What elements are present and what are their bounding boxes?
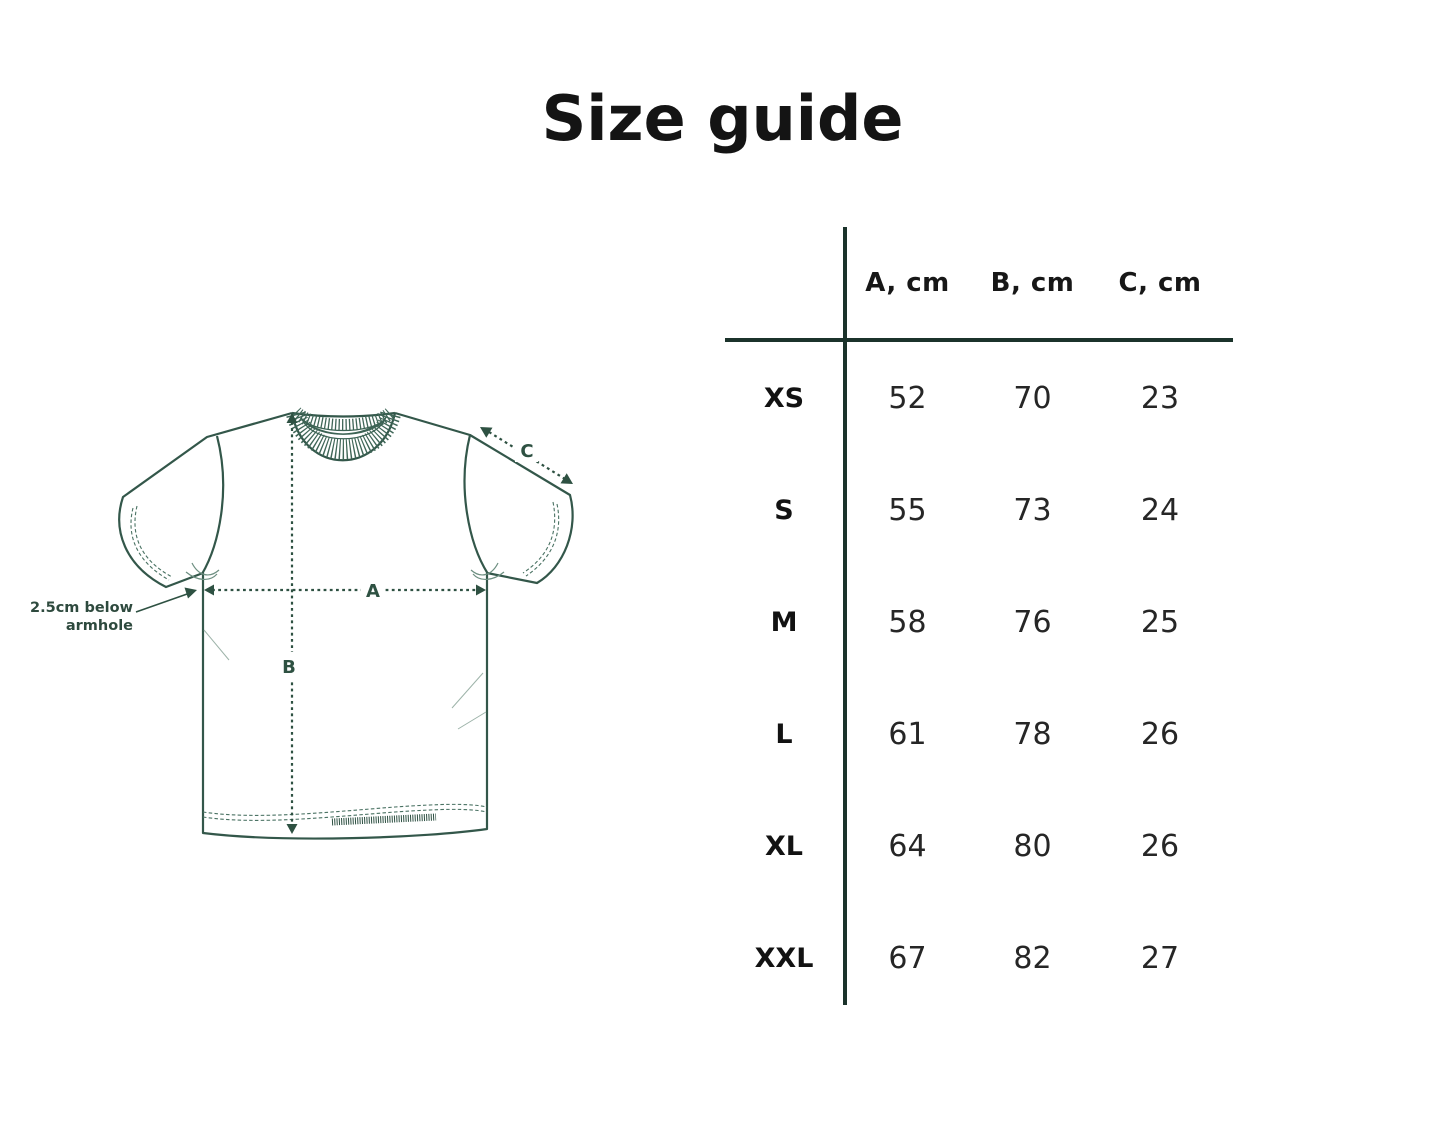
measure-a-arrowhead-right bbox=[476, 584, 486, 596]
measure-a-arrowhead-left bbox=[204, 584, 214, 596]
value-c: 23 bbox=[1140, 380, 1180, 416]
value-a: 52 bbox=[888, 380, 927, 416]
armhole-annotation-arrow-line bbox=[135, 592, 191, 613]
value-a: 64 bbox=[888, 828, 927, 864]
column-header-c: C, cm bbox=[1118, 267, 1202, 298]
value-c: 25 bbox=[1140, 604, 1180, 640]
measure-b-label-bg bbox=[277, 652, 300, 679]
tshirt-svg: A B C 2.5cm below armhole bbox=[30, 406, 574, 840]
collar-ribbing-back bbox=[291, 406, 396, 432]
left-armhole-seam bbox=[201, 435, 225, 575]
value-c: 26 bbox=[1140, 828, 1180, 864]
measure-c-arrowhead-upper bbox=[480, 427, 493, 438]
value-b: 82 bbox=[1013, 940, 1052, 976]
table-horizontal-line bbox=[725, 338, 1233, 342]
value-b: 70 bbox=[1013, 380, 1052, 416]
measure-c-label-bg bbox=[515, 437, 538, 462]
measure-c-label: C bbox=[520, 441, 533, 462]
value-c: 27 bbox=[1140, 940, 1180, 976]
table-body: XS 52 70 23 S 55 73 24 M 58 76 25 L 61 7… bbox=[723, 342, 1235, 1014]
table-row: L 61 78 26 bbox=[723, 678, 1235, 790]
left-armpit-curl bbox=[185, 562, 220, 580]
fold-line-right bbox=[451, 672, 484, 709]
collar-inner-arc bbox=[300, 416, 387, 440]
left-sleeve-stitch bbox=[130, 507, 170, 581]
column-header-b: B, cm bbox=[990, 267, 1075, 298]
value-a: 67 bbox=[888, 940, 927, 976]
table-row: S 55 73 24 bbox=[723, 454, 1235, 566]
size-label: S bbox=[774, 494, 794, 526]
column-header-a: A, cm bbox=[865, 267, 950, 298]
size-table: A, cm B, cm C, cm XS 52 70 23 S 55 73 24… bbox=[723, 227, 1235, 1017]
size-label: L bbox=[775, 718, 793, 750]
value-a: 61 bbox=[888, 716, 927, 752]
size-label: XXL bbox=[754, 942, 814, 974]
measure-a-label: A bbox=[366, 581, 380, 602]
measure-b: B bbox=[277, 413, 300, 834]
measure-c-arrowhead-lower bbox=[560, 473, 573, 484]
right-sleeve-stitch bbox=[525, 503, 560, 577]
armhole-annotation-text-1: 2.5cm below bbox=[30, 600, 133, 616]
size-label: XS bbox=[763, 382, 805, 414]
right-armhole-seam bbox=[463, 434, 489, 575]
table-header-row: A, cm B, cm C, cm bbox=[723, 227, 1235, 338]
table-row: XS 52 70 23 bbox=[723, 342, 1235, 454]
armhole-annotation: 2.5cm below armhole bbox=[30, 587, 197, 634]
back-neck-seam bbox=[306, 423, 380, 435]
tshirt-diagram: A B C 2.5cm below armhole bbox=[0, 360, 660, 880]
tshirt-outline bbox=[118, 411, 574, 840]
table-row: XL 64 80 26 bbox=[723, 790, 1235, 902]
value-b: 76 bbox=[1013, 604, 1052, 640]
value-a: 58 bbox=[888, 604, 927, 640]
page-title: Size guide bbox=[541, 82, 904, 155]
fold-line-right-2 bbox=[457, 711, 487, 730]
right-sleeve-stitch-2 bbox=[522, 501, 556, 574]
value-c: 24 bbox=[1140, 492, 1180, 528]
right-armpit-curl bbox=[470, 562, 505, 580]
fold-line-left bbox=[203, 629, 230, 661]
table-row: XXL 67 82 27 bbox=[723, 902, 1235, 1014]
hem-shadow-hatch bbox=[331, 813, 437, 826]
hem-stitch bbox=[202, 803, 488, 816]
value-b: 78 bbox=[1013, 716, 1052, 752]
measure-a: A bbox=[204, 576, 486, 603]
collar-ribbing-front bbox=[286, 410, 401, 460]
table-vertical-line bbox=[843, 227, 847, 1005]
measure-b-arrowhead-top bbox=[286, 413, 298, 423]
armhole-annotation-arrowhead bbox=[184, 587, 197, 599]
value-a: 55 bbox=[888, 492, 927, 528]
value-b: 73 bbox=[1013, 492, 1052, 528]
value-b: 80 bbox=[1013, 828, 1052, 864]
table-row: M 58 76 25 bbox=[723, 566, 1235, 678]
measure-a-label-bg bbox=[361, 576, 385, 603]
size-label: XL bbox=[764, 830, 804, 862]
measure-c: C bbox=[480, 427, 573, 484]
left-sleeve-stitch-2 bbox=[134, 505, 173, 578]
value-c: 26 bbox=[1140, 716, 1180, 752]
measure-b-arrowhead-bottom bbox=[286, 824, 298, 834]
size-label: M bbox=[770, 606, 798, 638]
measure-b-label: B bbox=[282, 657, 296, 678]
armhole-annotation-text-2: armhole bbox=[66, 618, 133, 634]
